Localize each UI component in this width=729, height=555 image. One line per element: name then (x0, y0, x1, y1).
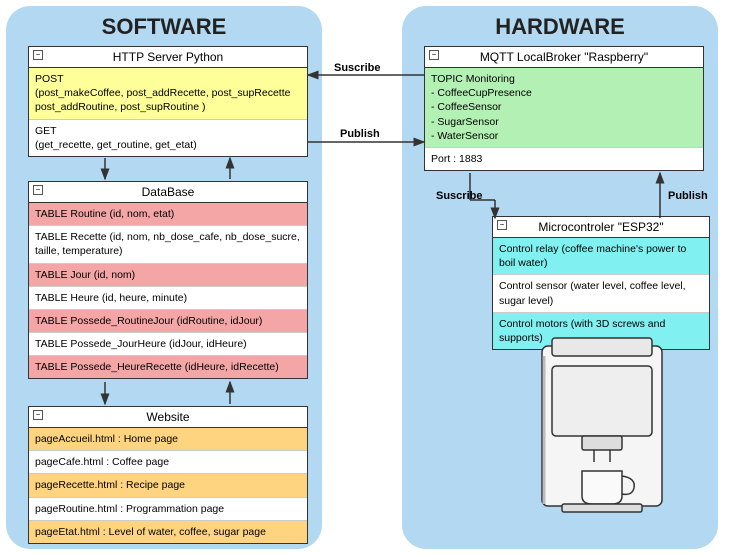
table-row: pageRecette.html : Recipe page (29, 474, 307, 497)
table-row: Control sensor (water level, coffee leve… (493, 275, 709, 312)
esp32-box: − Microcontroler "ESP32" Control relay (… (492, 216, 710, 350)
mqtt-port-row: Port : 1883 (425, 148, 703, 170)
db-box: − DataBase TABLE Routine (id, nom, etat)… (28, 181, 308, 379)
collapse-icon: − (429, 50, 439, 60)
publish-label-top: Publish (340, 128, 380, 140)
table-row: pageRoutine.html : Programmation page (29, 498, 307, 521)
website-box: − Website pageAccueil.html : Home pagepa… (28, 406, 308, 544)
http-box: − HTTP Server Python POST (post_makeCoff… (28, 46, 308, 157)
collapse-icon: − (497, 220, 507, 230)
website-header-label: Website (146, 410, 189, 424)
http-header-label: HTTP Server Python (113, 50, 223, 64)
publish-label-mid: Publish (668, 190, 708, 202)
software-panel: SOFTWARE − HTTP Server Python POST (post… (6, 6, 322, 549)
table-row: TABLE Possede_JourHeure (idJour, idHeure… (29, 333, 307, 356)
subscribe-label-top: Suscribe (334, 62, 380, 74)
table-row: Control relay (coffee machine's power to… (493, 238, 709, 275)
collapse-icon: − (33, 185, 43, 195)
table-row: TABLE Possede_HeureRecette (idHeure, idR… (29, 356, 307, 378)
http-post-row: POST (post_makeCoffee, post_addRecette, … (29, 68, 307, 120)
mqtt-topic-row: TOPIC Monitoring - CoffeeCupPresence - C… (425, 68, 703, 148)
esp32-header: − Microcontroler "ESP32" (493, 217, 709, 238)
table-row: pageCafe.html : Coffee page (29, 451, 307, 474)
coffee-machine-icon (522, 336, 682, 526)
collapse-icon: − (33, 50, 43, 60)
mqtt-header-label: MQTT LocalBroker "Raspberry" (480, 50, 648, 64)
esp32-header-label: Microcontroler "ESP32" (538, 220, 663, 234)
mqtt-header: − MQTT LocalBroker "Raspberry" (425, 47, 703, 68)
db-header: − DataBase (29, 182, 307, 203)
table-row: pageEtat.html : Level of water, coffee, … (29, 521, 307, 543)
website-header: − Website (29, 407, 307, 428)
software-title: SOFTWARE (14, 14, 314, 40)
http-get-row: GET (get_recette, get_routine, get_etat) (29, 120, 307, 156)
http-header: − HTTP Server Python (29, 47, 307, 68)
table-row: TABLE Routine (id, nom, etat) (29, 203, 307, 226)
db-header-label: DataBase (142, 185, 195, 199)
table-row: pageAccueil.html : Home page (29, 428, 307, 451)
collapse-icon: − (33, 410, 43, 420)
hardware-panel: HARDWARE − MQTT LocalBroker "Raspberry" … (402, 6, 718, 549)
mqtt-box: − MQTT LocalBroker "Raspberry" TOPIC Mon… (424, 46, 704, 171)
subscribe-label-mid: Suscribe (436, 190, 482, 202)
table-row: TABLE Jour (id, nom) (29, 264, 307, 287)
hardware-title: HARDWARE (410, 14, 710, 40)
table-row: TABLE Heure (id, heure, minute) (29, 287, 307, 310)
table-row: TABLE Possede_RoutineJour (idRoutine, id… (29, 310, 307, 333)
table-row: TABLE Recette (id, nom, nb_dose_cafe, nb… (29, 226, 307, 263)
